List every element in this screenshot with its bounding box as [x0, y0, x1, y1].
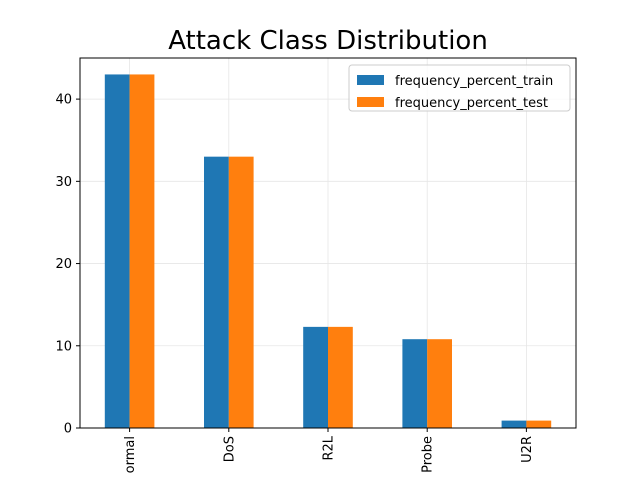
bars: [104, 74, 552, 428]
y-tick-label: 20: [55, 257, 72, 272]
legend-label: frequency_percent_train: [395, 74, 553, 89]
y-tick-label: 40: [55, 93, 72, 108]
bar: [328, 326, 353, 428]
x-tick-label: DoS: [222, 436, 237, 462]
bar: [501, 420, 527, 428]
x-tick-label: R2L: [322, 435, 337, 460]
bar: [129, 74, 155, 428]
y-tick-label: 30: [55, 175, 72, 190]
bar: [303, 326, 328, 428]
legend-box: [348, 64, 571, 112]
y-tick-label: 10: [55, 339, 72, 354]
legend-swatch: [357, 97, 384, 107]
y-tick-label: 0: [64, 422, 72, 437]
bar: [228, 156, 254, 428]
bar: [427, 339, 452, 428]
x-tick-label: Probe: [421, 436, 436, 473]
legend-label: frequency_percent_test: [395, 96, 548, 111]
legend: frequency_percent_train frequency_percent…: [348, 64, 571, 112]
x-tick-label: U2R: [520, 436, 535, 463]
bar: [104, 74, 130, 428]
legend-swatch: [357, 75, 384, 85]
chart-title: Attack Class Distribution: [168, 26, 488, 56]
axes: 0 10 20 30 40 ormal DoS R2L Probe U2R: [55, 93, 534, 474]
bar: [526, 420, 552, 428]
x-tick-label: ormal: [123, 436, 138, 473]
bar: [204, 156, 229, 428]
bar: [402, 339, 428, 428]
